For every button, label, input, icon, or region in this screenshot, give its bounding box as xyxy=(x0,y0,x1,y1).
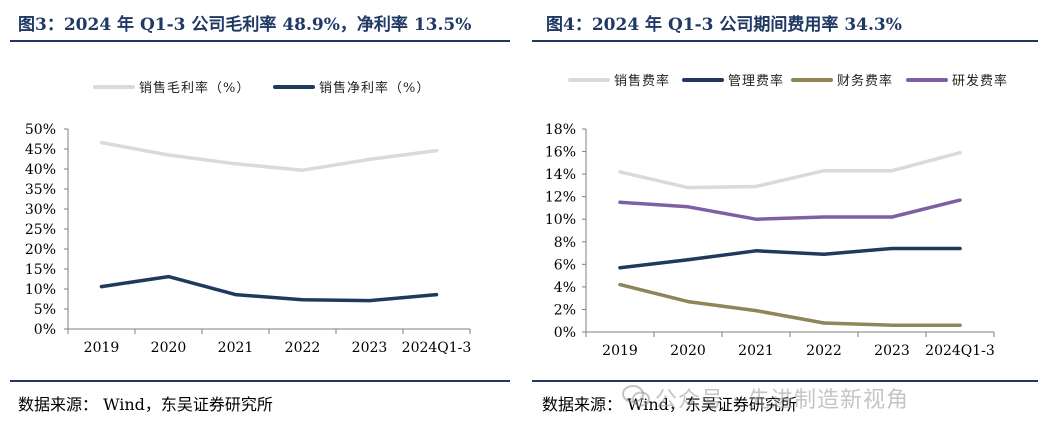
series-line-admin xyxy=(618,246,962,270)
data-point-rnd xyxy=(958,198,962,202)
y-tick-label: 35% xyxy=(25,182,56,198)
x-tick-label: 2020 xyxy=(670,343,706,359)
legend-label-gross: 销售毛利率（%） xyxy=(139,80,250,96)
y-tick-label: 25% xyxy=(25,222,56,238)
data-point-sales xyxy=(618,170,622,174)
expense-line-chart: 0% 2% 4% 6% 8% 10% 12% 14% 16% 18% 2019 2020 2021 202… xyxy=(545,73,1008,359)
data-point-gross xyxy=(233,162,238,166)
series-line-rnd xyxy=(618,198,962,221)
series-line-net xyxy=(99,274,439,303)
data-point-net xyxy=(300,298,305,302)
wechat-icon xyxy=(622,385,650,407)
y-tick-label: 6% xyxy=(554,257,576,273)
data-point-rnd xyxy=(822,215,826,219)
data-point-net xyxy=(99,285,104,289)
data-point-rnd xyxy=(686,205,690,209)
data-point-net xyxy=(434,293,439,297)
legend-label-finance: 财务费率 xyxy=(837,73,893,89)
data-point-admin xyxy=(958,246,962,251)
title-divider xyxy=(532,40,1038,42)
data-point-net xyxy=(367,299,372,303)
data-point-net xyxy=(166,275,171,279)
series-line-sales xyxy=(618,150,962,190)
chart-title: 图3：2024 年 Q1-3 公司毛利率 48.9%，净利率 13.5% xyxy=(18,15,472,35)
data-point-admin xyxy=(890,246,894,251)
legend-label-rnd: 研发费率 xyxy=(952,73,1008,89)
y-tick-label: 16% xyxy=(545,145,576,161)
y-tick-label: 14% xyxy=(545,167,576,183)
y-tick-label: 4% xyxy=(554,280,576,296)
legend-label-net: 销售净利率（%） xyxy=(319,80,430,96)
source-note: 数据来源： Wind，东吴证券研究所 xyxy=(18,395,273,414)
y-tick-label: 8% xyxy=(554,235,576,251)
watermark: 公众号 · 先进制造新视角 xyxy=(655,388,909,413)
y-tick-label: 50% xyxy=(25,122,56,138)
source-note: 数据来源： Wind，东吴证券研究所 xyxy=(542,395,797,414)
data-point-admin xyxy=(618,266,622,270)
data-point-admin xyxy=(754,249,758,253)
x-tick-label: 2023 xyxy=(874,343,910,359)
x-tick-label: 2022 xyxy=(806,343,842,359)
x-tick-label: 2019 xyxy=(84,340,120,356)
source-divider xyxy=(10,380,510,382)
data-point-gross xyxy=(99,141,104,145)
chart-panel-gross-net-margin: 图3：2024 年 Q1-3 公司毛利率 48.9%，净利率 13.5% 0% 5… xyxy=(0,0,520,436)
y-tick-label: 12% xyxy=(545,190,576,206)
data-point-admin xyxy=(822,252,826,256)
data-point-finance xyxy=(754,308,758,313)
x-tick-label: 2021 xyxy=(218,340,254,356)
data-point-rnd xyxy=(618,200,622,204)
y-tick-label: 10% xyxy=(25,282,56,298)
y-tick-label: 0% xyxy=(554,325,576,341)
x-tick-label: 2024Q1-3 xyxy=(402,340,472,356)
y-tick-label: 0% xyxy=(34,322,56,338)
data-point-net xyxy=(233,293,238,297)
legend-label-sales: 销售费率 xyxy=(614,73,670,89)
y-tick-label: 5% xyxy=(34,302,56,318)
data-point-gross xyxy=(367,157,372,161)
margin-line-chart: 0% 5% 10% 15% 20% 25% 30% 35% 40% 45% 50% 2019 2020 2… xyxy=(25,80,472,356)
title-divider xyxy=(10,40,510,42)
data-point-finance xyxy=(890,323,894,327)
x-tick-label: 2021 xyxy=(738,343,774,359)
data-point-finance xyxy=(958,323,962,327)
data-point-admin xyxy=(686,258,690,262)
x-tick-label: 2023 xyxy=(352,340,388,356)
data-point-sales xyxy=(890,169,894,173)
chart-panel-expense-ratios: 图4：2024 年 Q1-3 公司期间费用率 34.3% 0% 2% 4% 6% 8% 1… xyxy=(528,0,1048,436)
data-point-rnd xyxy=(754,217,758,221)
y-tick-label: 2% xyxy=(554,302,576,318)
y-tick-label: 30% xyxy=(25,202,56,218)
data-point-sales xyxy=(686,186,690,190)
y-tick-label: 45% xyxy=(25,142,56,158)
data-point-gross xyxy=(166,153,171,157)
x-tick-label: 2024Q1-3 xyxy=(925,343,995,359)
y-tick-label: 15% xyxy=(25,262,56,278)
x-tick-label: 2022 xyxy=(285,340,321,356)
y-tick-label: 18% xyxy=(545,122,576,138)
series-line-finance xyxy=(618,282,962,327)
y-tick-label: 10% xyxy=(545,212,576,228)
y-tick-label: 20% xyxy=(25,242,56,258)
data-point-gross xyxy=(300,168,305,172)
series-line-gross xyxy=(99,140,439,172)
y-tick-label: 40% xyxy=(25,162,56,178)
x-tick-label: 2019 xyxy=(602,343,638,359)
legend-label-admin: 管理费率 xyxy=(728,73,784,89)
data-point-rnd xyxy=(890,215,894,219)
data-point-finance xyxy=(686,299,690,304)
data-point-sales xyxy=(822,169,826,173)
x-tick-label: 2020 xyxy=(151,340,187,356)
data-point-sales xyxy=(754,184,758,189)
source-divider xyxy=(532,380,1038,382)
data-point-finance xyxy=(822,321,826,325)
chart-title: 图4：2024 年 Q1-3 公司期间费用率 34.3% xyxy=(546,15,902,35)
data-point-gross xyxy=(434,149,439,153)
data-point-sales xyxy=(958,151,962,155)
data-point-finance xyxy=(618,283,622,287)
